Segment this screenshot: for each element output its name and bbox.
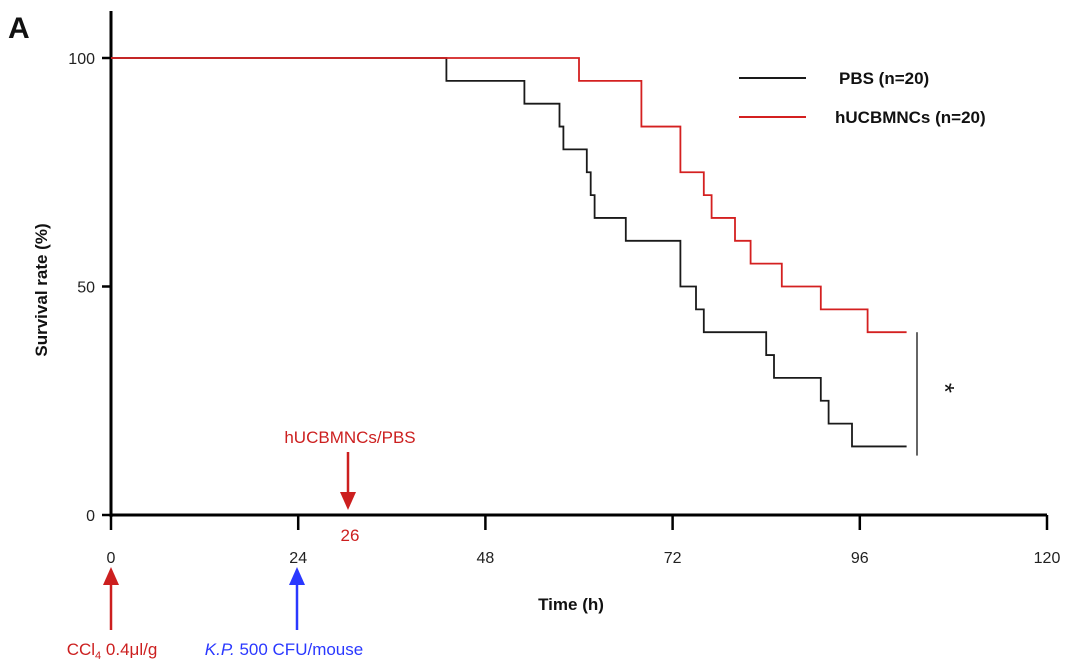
legend-label-hucbmncs: hUCBMNCs (n=20) — [835, 108, 986, 127]
ccl4-arrow-icon — [103, 567, 119, 585]
kp-arrow-icon — [289, 567, 305, 585]
legend-label-pbs: PBS (n=20) — [839, 69, 929, 88]
y-ticks: 0 50 100 — [68, 51, 111, 525]
y-tick-label: 100 — [68, 51, 95, 68]
kp-label-italic: K.P. — [205, 640, 235, 659]
y-tick-label: 50 — [77, 280, 95, 297]
kp-label-rest: 500 CFU/mouse — [235, 640, 364, 659]
y-tick-label: 0 — [86, 508, 95, 525]
x-tick-label: 72 — [664, 550, 682, 567]
ccl4-label-subscript: 4 — [95, 650, 101, 661]
x-ticks: 0 24 48 72 96 120 — [107, 515, 1061, 567]
panel-label: A — [8, 12, 30, 45]
treatment-arrow-icon — [340, 492, 356, 510]
ccl4-annotation: CCl4 0.4μl/g — [67, 567, 158, 661]
significance-marker: * — [916, 332, 960, 456]
x-tick-label: 96 — [851, 550, 869, 567]
x-tick-label: 48 — [477, 550, 495, 567]
series-line-pbs — [111, 57, 907, 448]
series-group — [111, 57, 907, 448]
x-axis-title: Time (h) — [538, 595, 604, 614]
series-line-hucbmncs — [111, 57, 907, 334]
treatment-time-label: 26 — [341, 526, 360, 545]
treatment-label: hUCBMNCs/PBS — [284, 428, 415, 447]
x-tick-label: 120 — [1034, 550, 1061, 567]
ccl4-label: CCl4 0.4μl/g — [67, 640, 158, 661]
treatment-annotation: hUCBMNCs/PBS 26 — [284, 428, 415, 545]
significance-star: * — [930, 383, 960, 393]
x-tick-label: 24 — [289, 550, 307, 567]
axes — [109, 11, 1047, 517]
legend: PBS (n=20) hUCBMNCs (n=20) — [739, 69, 986, 127]
x-tick-label: 0 — [107, 550, 116, 567]
ccl4-label-rest: 0.4μl/g — [101, 640, 157, 659]
ccl4-label-main: CCl — [67, 640, 95, 659]
kp-annotation: K.P. 500 CFU/mouse — [205, 567, 363, 659]
y-axis-title: Survival rate (%) — [32, 223, 51, 356]
kp-label: K.P. 500 CFU/mouse — [205, 640, 363, 659]
